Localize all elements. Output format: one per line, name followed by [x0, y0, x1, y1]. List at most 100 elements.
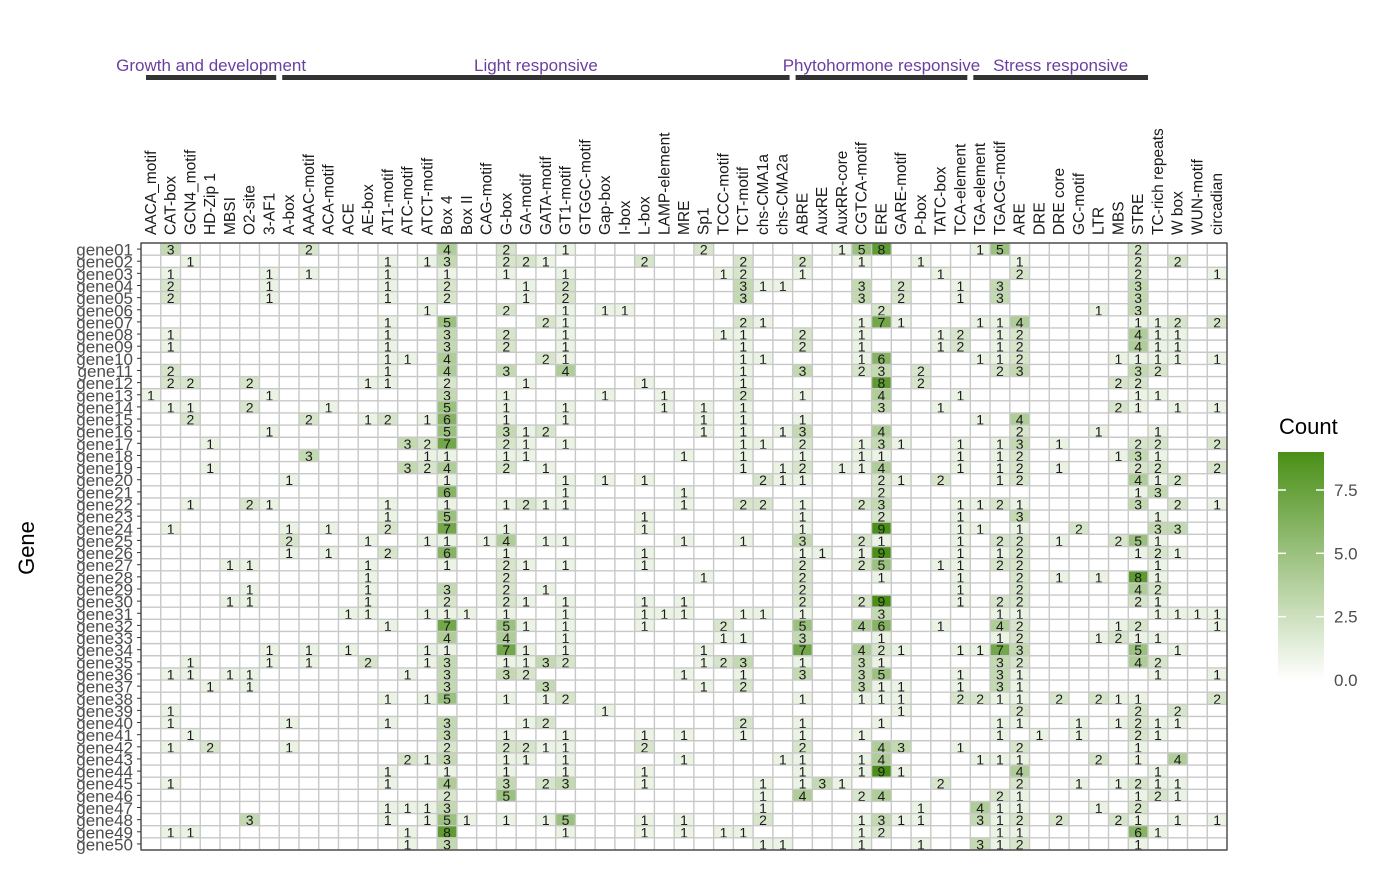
- plot-border: [140, 242, 1228, 851]
- heatmap-cell: [713, 619, 734, 632]
- heatmap-cell: [279, 473, 299, 486]
- heatmap-cell: [1009, 619, 1030, 632]
- heatmap-cell: [1128, 728, 1149, 741]
- heatmap-cell: [1108, 400, 1129, 413]
- heatmap-cell: [930, 267, 951, 280]
- heatmap-cell: [950, 340, 971, 353]
- cell-value-label: 3: [443, 836, 451, 852]
- heatmap-cell: [990, 437, 1010, 450]
- heatmap-cell: [1207, 400, 1227, 413]
- cell-value-label: 1: [858, 836, 866, 852]
- heatmap-cell: [753, 279, 773, 292]
- cell-value-label: 6: [443, 412, 451, 428]
- heatmap-cell: [1148, 595, 1168, 608]
- cell-value-label: 1: [858, 314, 866, 330]
- cell-value-label: 1: [167, 666, 175, 682]
- legend-colorbar: [1278, 452, 1324, 680]
- cell-value-label: 1: [858, 824, 866, 840]
- heatmap-cell: [1009, 425, 1030, 438]
- heatmap-cell: [516, 279, 536, 292]
- heatmap-cell: [555, 728, 576, 741]
- heatmap-cell: [1128, 315, 1149, 328]
- cell-value-label: 1: [799, 448, 807, 464]
- cell-value-label: 1: [364, 557, 372, 573]
- heatmap-cell: [891, 813, 912, 826]
- heatmap-cell: [871, 473, 892, 486]
- cell-value-label: 1: [562, 630, 570, 646]
- cell-value-label: 1: [522, 424, 530, 440]
- column-label: GCN4_motif: [182, 149, 199, 235]
- cell-value-label: 1: [799, 727, 807, 743]
- heatmap-cell: [160, 243, 181, 256]
- cell-value-label: 1: [502, 387, 510, 403]
- heatmap-cell: [377, 327, 398, 341]
- heatmap-cell: [496, 400, 517, 413]
- cell-value-label: 2: [1174, 314, 1182, 330]
- cell-value-label: 1: [423, 812, 431, 828]
- cell-value-label: 2: [996, 788, 1004, 804]
- heatmap-cell: [437, 327, 457, 341]
- heatmap-cell: [496, 692, 517, 705]
- cell-value-label: 1: [759, 314, 767, 330]
- cell-value-label: 2: [759, 472, 767, 488]
- heatmap-cell: [851, 655, 872, 668]
- heatmap-cell: [871, 461, 892, 474]
- heatmap-cell: [634, 765, 655, 778]
- heatmap-cell: [851, 558, 872, 571]
- cell-value-label: 2: [739, 679, 747, 695]
- cell-value-label: 5: [443, 314, 451, 330]
- heatmap-cell: [1049, 692, 1070, 705]
- cell-value-label: 1: [799, 412, 807, 428]
- column-label: MBS: [1110, 201, 1127, 235]
- column-label: ACA-motif: [321, 164, 338, 235]
- cell-value-label: 4: [996, 618, 1004, 634]
- cell-value-label: 1: [1154, 339, 1162, 355]
- column-label: LAMP-element: [656, 132, 673, 235]
- cell-value-label: 1: [996, 545, 1004, 561]
- heatmap-cell: [654, 607, 675, 620]
- heatmap-cell: [891, 643, 912, 656]
- heatmap-cell: [358, 607, 378, 620]
- cell-value-label: 1: [502, 654, 510, 670]
- cell-value-label: 1: [976, 242, 984, 258]
- cell-value-label: 2: [1016, 448, 1024, 464]
- cell-value-label: 3: [404, 436, 412, 452]
- heatmap-cell: [871, 388, 892, 401]
- legend-tick-label: 2.5: [1334, 608, 1358, 627]
- cell-value-label: 5: [443, 691, 451, 707]
- heatmap-cell: [358, 534, 378, 547]
- cell-value-label: 1: [957, 739, 965, 755]
- heatmap-cell: [1108, 813, 1129, 826]
- heatmap-cell: [180, 667, 201, 681]
- heatmap-cell: [990, 449, 1010, 462]
- heatmap-cell: [397, 825, 418, 838]
- heatmap-cell: [377, 267, 398, 280]
- heatmap-cell: [733, 631, 754, 644]
- heatmap-cell: [1009, 801, 1030, 814]
- heatmap-cell: [871, 813, 892, 826]
- column-label: I-box: [617, 200, 634, 235]
- heatmap-cell: [1148, 789, 1168, 802]
- heatmap-cell: [1148, 485, 1168, 498]
- heatmap-cell: [160, 327, 181, 341]
- column-label: circadian: [1209, 173, 1226, 235]
- cell-value-label: 2: [364, 654, 372, 670]
- cell-value-label: 1: [522, 278, 530, 294]
- cell-value-label: 1: [1213, 666, 1221, 682]
- heatmap-cell: [516, 619, 536, 632]
- heatmap-cell: [1148, 522, 1168, 535]
- heatmap-cell: [180, 376, 201, 389]
- heatmap-cell: [200, 680, 220, 693]
- heatmap-cell: [1009, 667, 1030, 681]
- heatmap-cell: [1128, 582, 1149, 596]
- heatmap-cell: [871, 364, 892, 377]
- heatmap-cell: [1128, 704, 1149, 717]
- cell-value-label: 1: [1016, 679, 1024, 695]
- cell-value-label: 2: [858, 594, 866, 610]
- heatmap-cell: [753, 789, 773, 802]
- cell-value-label: 1: [562, 399, 570, 415]
- cell-value-label: 2: [562, 290, 570, 306]
- cell-value-label: 2: [1016, 266, 1024, 282]
- cell-value-label: 3: [799, 533, 807, 549]
- heatmap-cell: [1148, 449, 1168, 462]
